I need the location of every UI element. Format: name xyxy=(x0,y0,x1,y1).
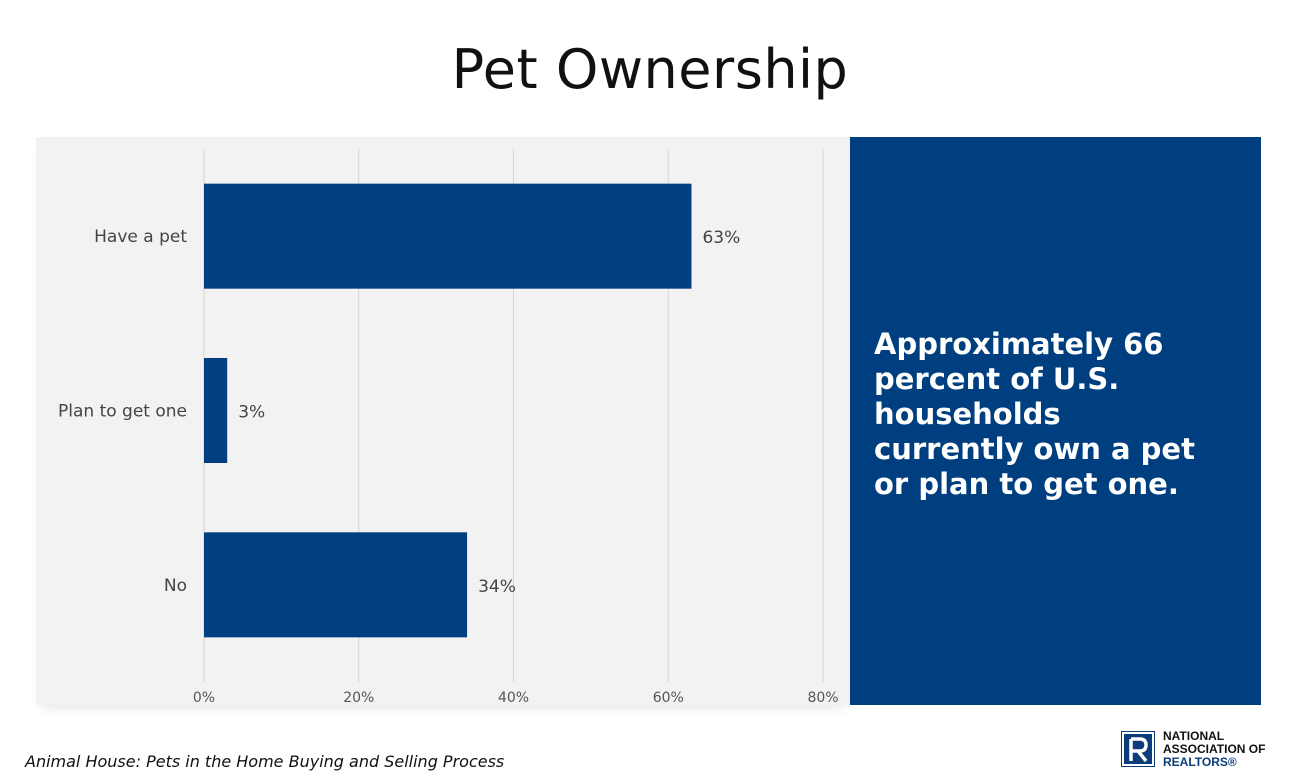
logo-line-2: ASSOCIATION OF xyxy=(1163,742,1266,756)
callout-panel: Approximately 66 percent of U.S. househo… xyxy=(850,137,1261,705)
logo-line-1: NATIONAL xyxy=(1163,729,1225,743)
slide-title: Pet Ownership xyxy=(451,38,849,101)
x-tick-label: 40% xyxy=(498,690,529,705)
logo-line-3: REALTORS® xyxy=(1163,755,1237,769)
category-label: Plan to get one xyxy=(58,402,187,422)
logo-text: NATIONAL ASSOCIATION OF REALTORS® xyxy=(1163,730,1265,769)
x-tick-label: 20% xyxy=(343,690,374,705)
callout-text: Approximately 66 percent of U.S. househo… xyxy=(874,327,1195,501)
bar xyxy=(204,183,692,289)
x-tick-label: 0% xyxy=(193,690,215,705)
category-label: Have a pet xyxy=(94,227,187,247)
chart-panel: 0% 20% 40% 60% 80% Have a pet 63% Plan to get o… xyxy=(36,137,850,705)
nar-logo: NATIONAL ASSOCIATION OF REALTORS® xyxy=(1121,728,1281,770)
bar xyxy=(204,358,228,463)
data-label: 63% xyxy=(702,228,740,248)
source-note: Animal House: Pets in the Home Buying an… xyxy=(25,752,505,771)
data-label: 34% xyxy=(478,577,516,597)
realtor-r-icon xyxy=(1121,731,1155,767)
category-label: No xyxy=(164,576,187,596)
x-tick-label: 80% xyxy=(807,690,838,705)
bar xyxy=(204,532,468,638)
bar-chart: 0% 20% 40% 60% 80% Have a pet 63% Plan to get o… xyxy=(58,149,839,705)
data-label: 3% xyxy=(238,403,265,423)
x-tick-label: 60% xyxy=(653,690,684,705)
